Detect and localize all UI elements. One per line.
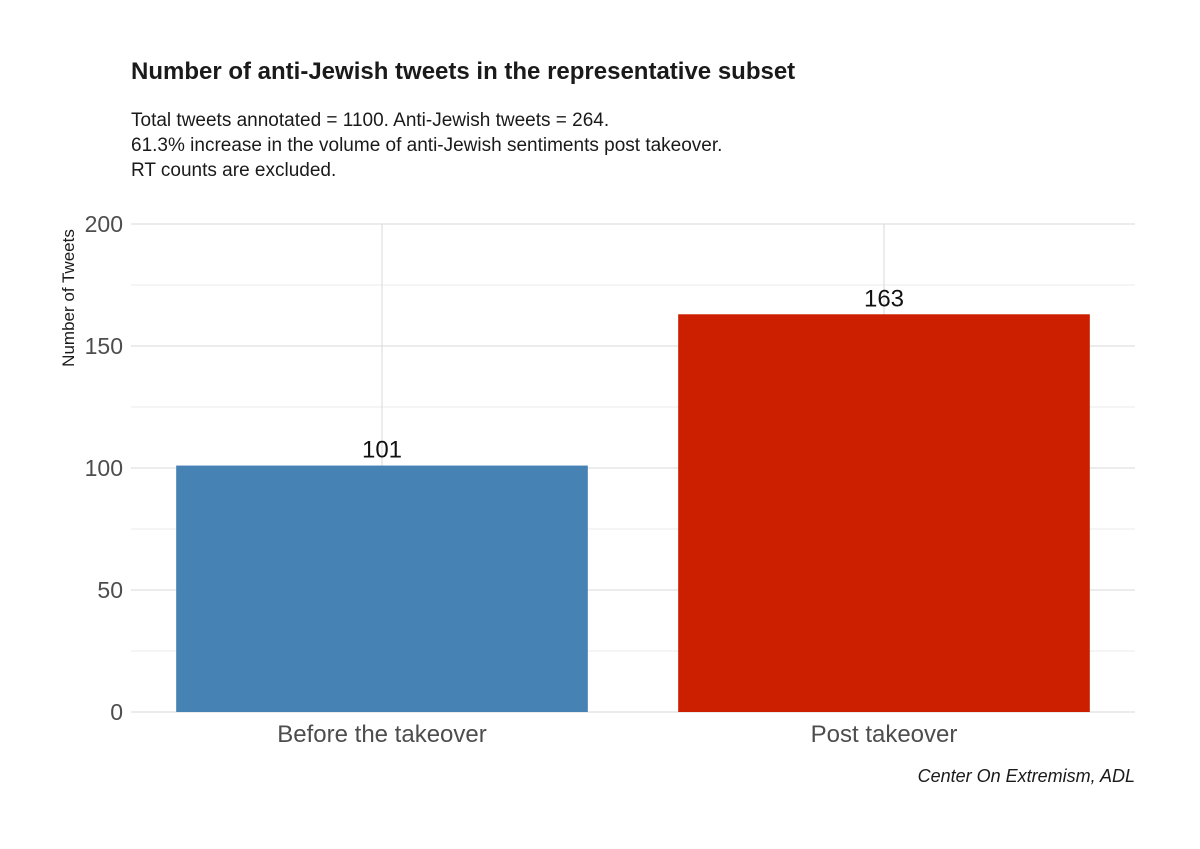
y-tick-label: 150 (85, 333, 123, 359)
bar (176, 465, 588, 712)
subtitle-line-2: 61.3% increase in the volume of anti-Jew… (131, 135, 723, 156)
y-axis-label: Number of Tweets (59, 229, 78, 367)
x-tick-label: Before the takeover (277, 721, 486, 748)
y-tick-label: 200 (85, 211, 123, 237)
y-tick-label: 50 (97, 577, 123, 603)
bars (176, 314, 1090, 712)
y-tick-label: 0 (110, 699, 123, 725)
data-labels: 101 163 (362, 285, 904, 463)
x-tick-label: Post takeover (811, 721, 958, 748)
y-axis-ticks: 0 50 100 150 200 (85, 211, 123, 725)
data-label: 163 (864, 285, 904, 312)
chart-title: Number of anti-Jewish tweets in the repr… (131, 58, 796, 85)
bar (678, 314, 1090, 712)
chart-caption: Center On Extremism, ADL (917, 766, 1135, 786)
chart-subtitle: Total tweets annotated = 1100. Anti-Jewi… (131, 108, 722, 183)
subtitle-line-3: RT counts are excluded. (131, 160, 337, 181)
x-axis-ticks: Before the takeover Post takeover (277, 721, 957, 748)
y-tick-label: 100 (85, 455, 123, 481)
data-label: 101 (362, 437, 402, 464)
subtitle-line-1: Total tweets annotated = 1100. Anti-Jewi… (131, 110, 610, 131)
